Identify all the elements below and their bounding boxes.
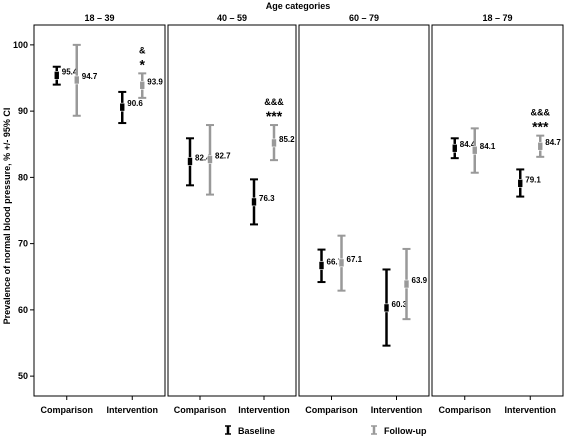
panel-header: 18 – 39 xyxy=(84,13,114,23)
y-tick-label: 90 xyxy=(18,106,28,116)
y-tick-label: 80 xyxy=(18,172,28,182)
errorbar-follow-up: 84.7 xyxy=(536,134,561,158)
errorbar-follow-up: 94.7 xyxy=(72,43,98,117)
x-tick-label: Intervention xyxy=(371,405,423,415)
y-tick-label: 100 xyxy=(13,40,28,50)
legend: Baseline Follow-up xyxy=(225,425,427,436)
significance-annotation: *** xyxy=(266,108,283,124)
legend-label: Follow-up xyxy=(384,426,427,436)
x-tick-label: Comparison xyxy=(174,405,227,415)
errorbar-follow-up: 84.1 xyxy=(470,127,496,174)
errorbar-baseline: 60.3 xyxy=(382,268,408,347)
y-tick-label: 60 xyxy=(18,305,28,315)
data-label: 84.4 xyxy=(460,140,476,149)
x-tick-label: Intervention xyxy=(504,405,556,415)
data-label: 95.4 xyxy=(62,67,78,76)
data-label: 76.3 xyxy=(259,194,275,203)
errorbar-baseline: 76.3 xyxy=(250,178,275,226)
errorbar-baseline: 95.4 xyxy=(52,65,78,86)
legend-item-follow-up: Follow-up xyxy=(371,425,427,436)
data-label: 66.7 xyxy=(327,257,343,266)
data-label: 93.9 xyxy=(147,77,163,86)
significance-annotation: & xyxy=(139,45,146,55)
errorbar-baseline: 84.4 xyxy=(450,137,476,160)
y-tick-label: 70 xyxy=(18,239,28,249)
panel-frame xyxy=(431,24,564,397)
data-label: 84.7 xyxy=(545,138,561,147)
significance-annotation: &&& xyxy=(531,108,551,118)
y-axis: 50 60 70 80 90 100 xyxy=(13,40,34,381)
data-label: 90.6 xyxy=(127,99,143,108)
data-label: 94.7 xyxy=(82,72,98,81)
legend-item-baseline: Baseline xyxy=(225,425,275,436)
errorbar-follow-up: 85.2 xyxy=(270,124,295,162)
significance-annotation: * xyxy=(140,56,146,72)
panel-3: 60 – 79 Comparison Intervention 66.7 60.3 67.… xyxy=(298,13,430,415)
mean-marker xyxy=(517,179,524,188)
x-tick-label: Intervention xyxy=(106,405,158,415)
panels: 18 – 39 Comparison Intervention 95.4 90.6 94.… xyxy=(33,13,564,415)
data-label: 79.1 xyxy=(525,175,541,184)
data-label: 67.1 xyxy=(347,255,363,264)
errorbar-follow-up: 93.9 xyxy=(138,72,163,99)
errorbar-baseline: 79.1 xyxy=(516,168,541,198)
mean-marker xyxy=(471,145,478,155)
mean-marker xyxy=(271,138,277,148)
x-tick-label: Comparison xyxy=(305,405,358,415)
panel-2: 40 – 59 Comparison Intervention 82.4 76.3 82.… xyxy=(167,13,297,415)
errorbar-follow-up: 67.1 xyxy=(337,234,363,292)
mean-marker xyxy=(537,141,544,151)
errorbar-baseline: 90.6 xyxy=(118,90,143,125)
mean-marker xyxy=(318,261,325,270)
chart-title: Age categories xyxy=(266,1,331,11)
mean-marker xyxy=(119,102,126,112)
data-label: 82.4 xyxy=(195,153,211,162)
panel-header: 40 – 59 xyxy=(217,13,247,23)
errorbar-baseline: 66.7 xyxy=(317,248,343,284)
y-tick-label: 50 xyxy=(18,371,28,381)
errorbar-follow-up: 82.7 xyxy=(206,124,231,196)
mean-marker xyxy=(73,75,80,85)
x-tick-label: Comparison xyxy=(40,405,93,415)
panel-1: 18 – 39 Comparison Intervention 95.4 90.6 94.… xyxy=(33,13,166,415)
panel-header: 60 – 79 xyxy=(349,13,379,23)
significance-annotation: &&& xyxy=(264,97,284,107)
errorbar-follow-up: 63.9 xyxy=(402,247,428,321)
mean-marker xyxy=(338,258,345,268)
legend-label: Baseline xyxy=(238,426,275,436)
mean-marker xyxy=(207,155,213,164)
data-label: 85.2 xyxy=(279,135,295,144)
mean-marker xyxy=(187,157,193,166)
mean-marker xyxy=(53,71,60,80)
panel-header: 18 – 79 xyxy=(482,13,512,23)
mean-marker xyxy=(451,143,458,153)
x-tick-label: Comparison xyxy=(438,405,491,415)
panel-frame xyxy=(167,24,297,397)
panel-frame xyxy=(33,24,166,397)
mean-marker xyxy=(403,279,410,289)
y-axis-label: Prevalence of normal blood pressure, % +… xyxy=(2,108,12,325)
panel-frame xyxy=(298,24,430,397)
panel-4: 18 – 79 Comparison Intervention 84.4 79.1 84.… xyxy=(431,13,564,415)
data-label: 84.1 xyxy=(480,142,496,151)
mean-marker xyxy=(383,303,390,313)
data-label: 63.9 xyxy=(412,276,428,285)
data-label: 60.3 xyxy=(392,300,408,309)
significance-annotation: *** xyxy=(532,119,549,135)
mean-marker xyxy=(251,197,257,207)
x-tick-label: Intervention xyxy=(238,405,290,415)
data-label: 82.7 xyxy=(215,151,231,160)
errorbar-baseline: 82.4 xyxy=(186,137,211,187)
mean-marker xyxy=(139,80,146,90)
